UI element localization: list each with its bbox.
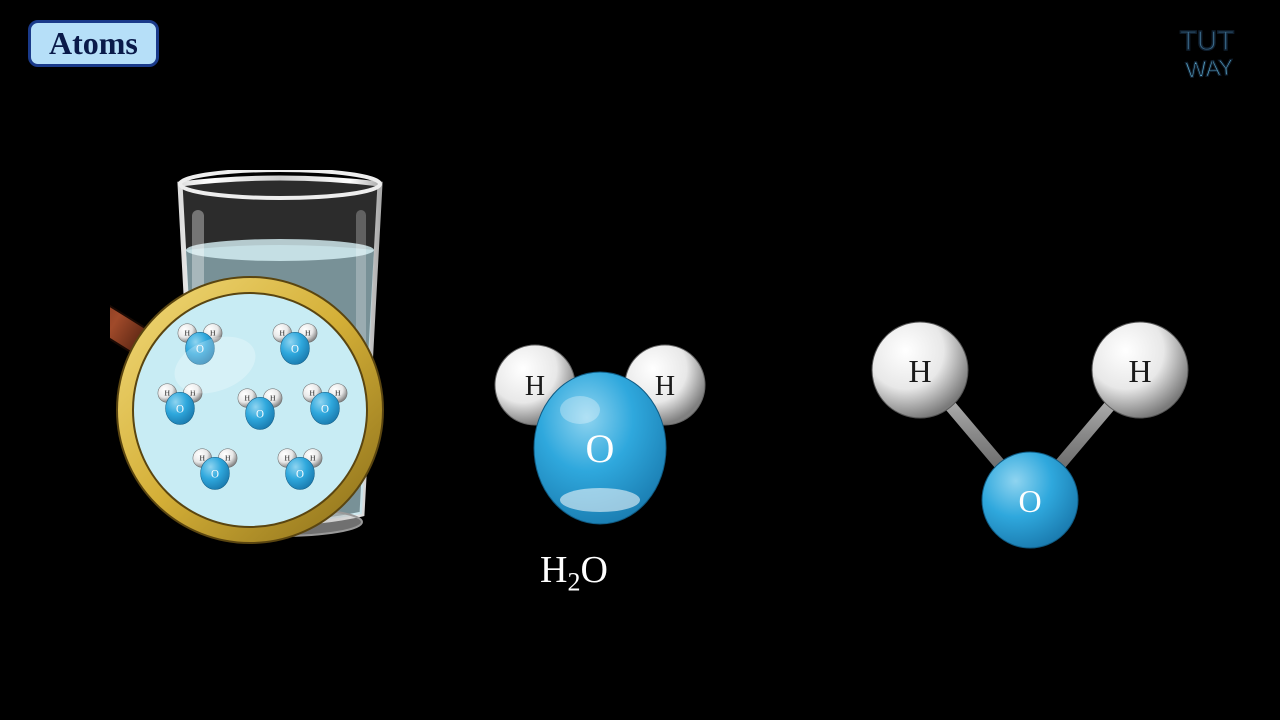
glass-magnifier-diagram: HHOHHOHHOHHOHHOHHOHHO [110, 170, 420, 580]
brand-logo: TUT WAY [1162, 18, 1252, 88]
water-molecule-compact: H H O [470, 320, 730, 580]
svg-text:O: O [296, 469, 304, 481]
svg-text:H: H [309, 389, 315, 398]
svg-text:H: H [305, 329, 311, 338]
formula-label: H2O [540, 548, 608, 598]
oxygen-label: O [586, 426, 615, 471]
hydrogen-label-left: H [908, 353, 931, 389]
svg-text:H: H [310, 454, 316, 463]
title-text: Atoms [49, 25, 138, 61]
svg-text:H: H [284, 454, 290, 463]
svg-text:H: H [244, 394, 250, 403]
title-badge: Atoms [28, 20, 159, 67]
hydrogen-label-right: H [1128, 353, 1151, 389]
svg-text:O: O [211, 469, 219, 481]
oxygen-label: O [1018, 483, 1041, 519]
svg-text:H: H [270, 394, 276, 403]
svg-text:H: H [210, 329, 216, 338]
formula-sub: 2 [567, 568, 580, 597]
svg-text:O: O [291, 344, 299, 356]
svg-text:H: H [225, 454, 231, 463]
svg-text:H: H [184, 329, 190, 338]
svg-text:O: O [176, 404, 184, 416]
hydrogen-label-right: H [655, 371, 675, 402]
hydrogen-label-left: H [525, 371, 545, 402]
formula-h: H [540, 549, 567, 591]
svg-text:H: H [164, 389, 170, 398]
svg-text:O: O [256, 409, 264, 421]
logo-top-text: TUT [1180, 25, 1234, 56]
svg-text:H: H [335, 389, 341, 398]
svg-text:O: O [321, 404, 329, 416]
svg-text:H: H [279, 329, 285, 338]
formula-o: O [580, 549, 607, 591]
water-molecule-ballstick: H H O [850, 300, 1210, 580]
svg-text:H: H [199, 454, 205, 463]
logo-bottom-text: WAY [1185, 54, 1235, 82]
